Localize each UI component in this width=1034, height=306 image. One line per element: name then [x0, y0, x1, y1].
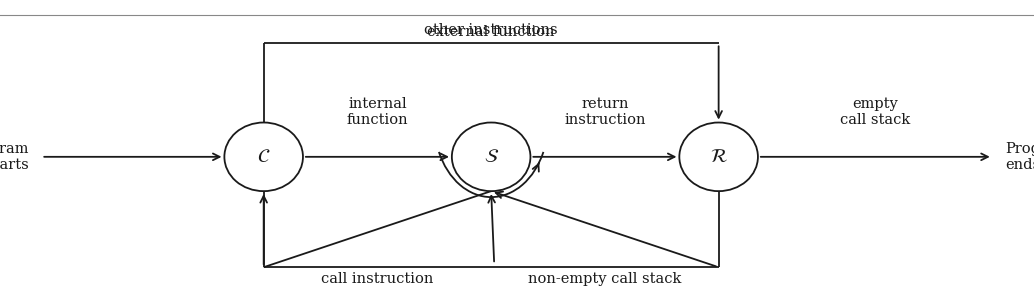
Text: $\mathcal{C}$: $\mathcal{C}$ — [256, 148, 271, 166]
Ellipse shape — [679, 122, 758, 191]
Text: external function: external function — [427, 24, 555, 39]
Ellipse shape — [224, 122, 303, 191]
Text: $\mathcal{S}$: $\mathcal{S}$ — [484, 148, 498, 166]
Text: Program
ends: Program ends — [1005, 142, 1034, 172]
Text: internal
function: internal function — [346, 97, 408, 127]
Text: return
instruction: return instruction — [565, 97, 645, 127]
Text: Program
starts: Program starts — [0, 142, 29, 172]
Text: empty
call stack: empty call stack — [841, 97, 910, 127]
Text: call instruction: call instruction — [322, 272, 433, 286]
Ellipse shape — [452, 122, 530, 191]
Text: non-empty call stack: non-empty call stack — [528, 272, 681, 286]
Text: other instructions: other instructions — [424, 23, 558, 37]
Text: $\mathcal{R}$: $\mathcal{R}$ — [709, 148, 728, 166]
